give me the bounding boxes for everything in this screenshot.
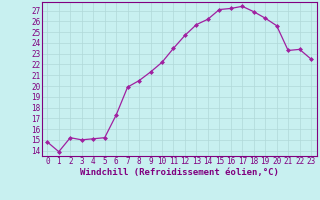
X-axis label: Windchill (Refroidissement éolien,°C): Windchill (Refroidissement éolien,°C): [80, 168, 279, 177]
